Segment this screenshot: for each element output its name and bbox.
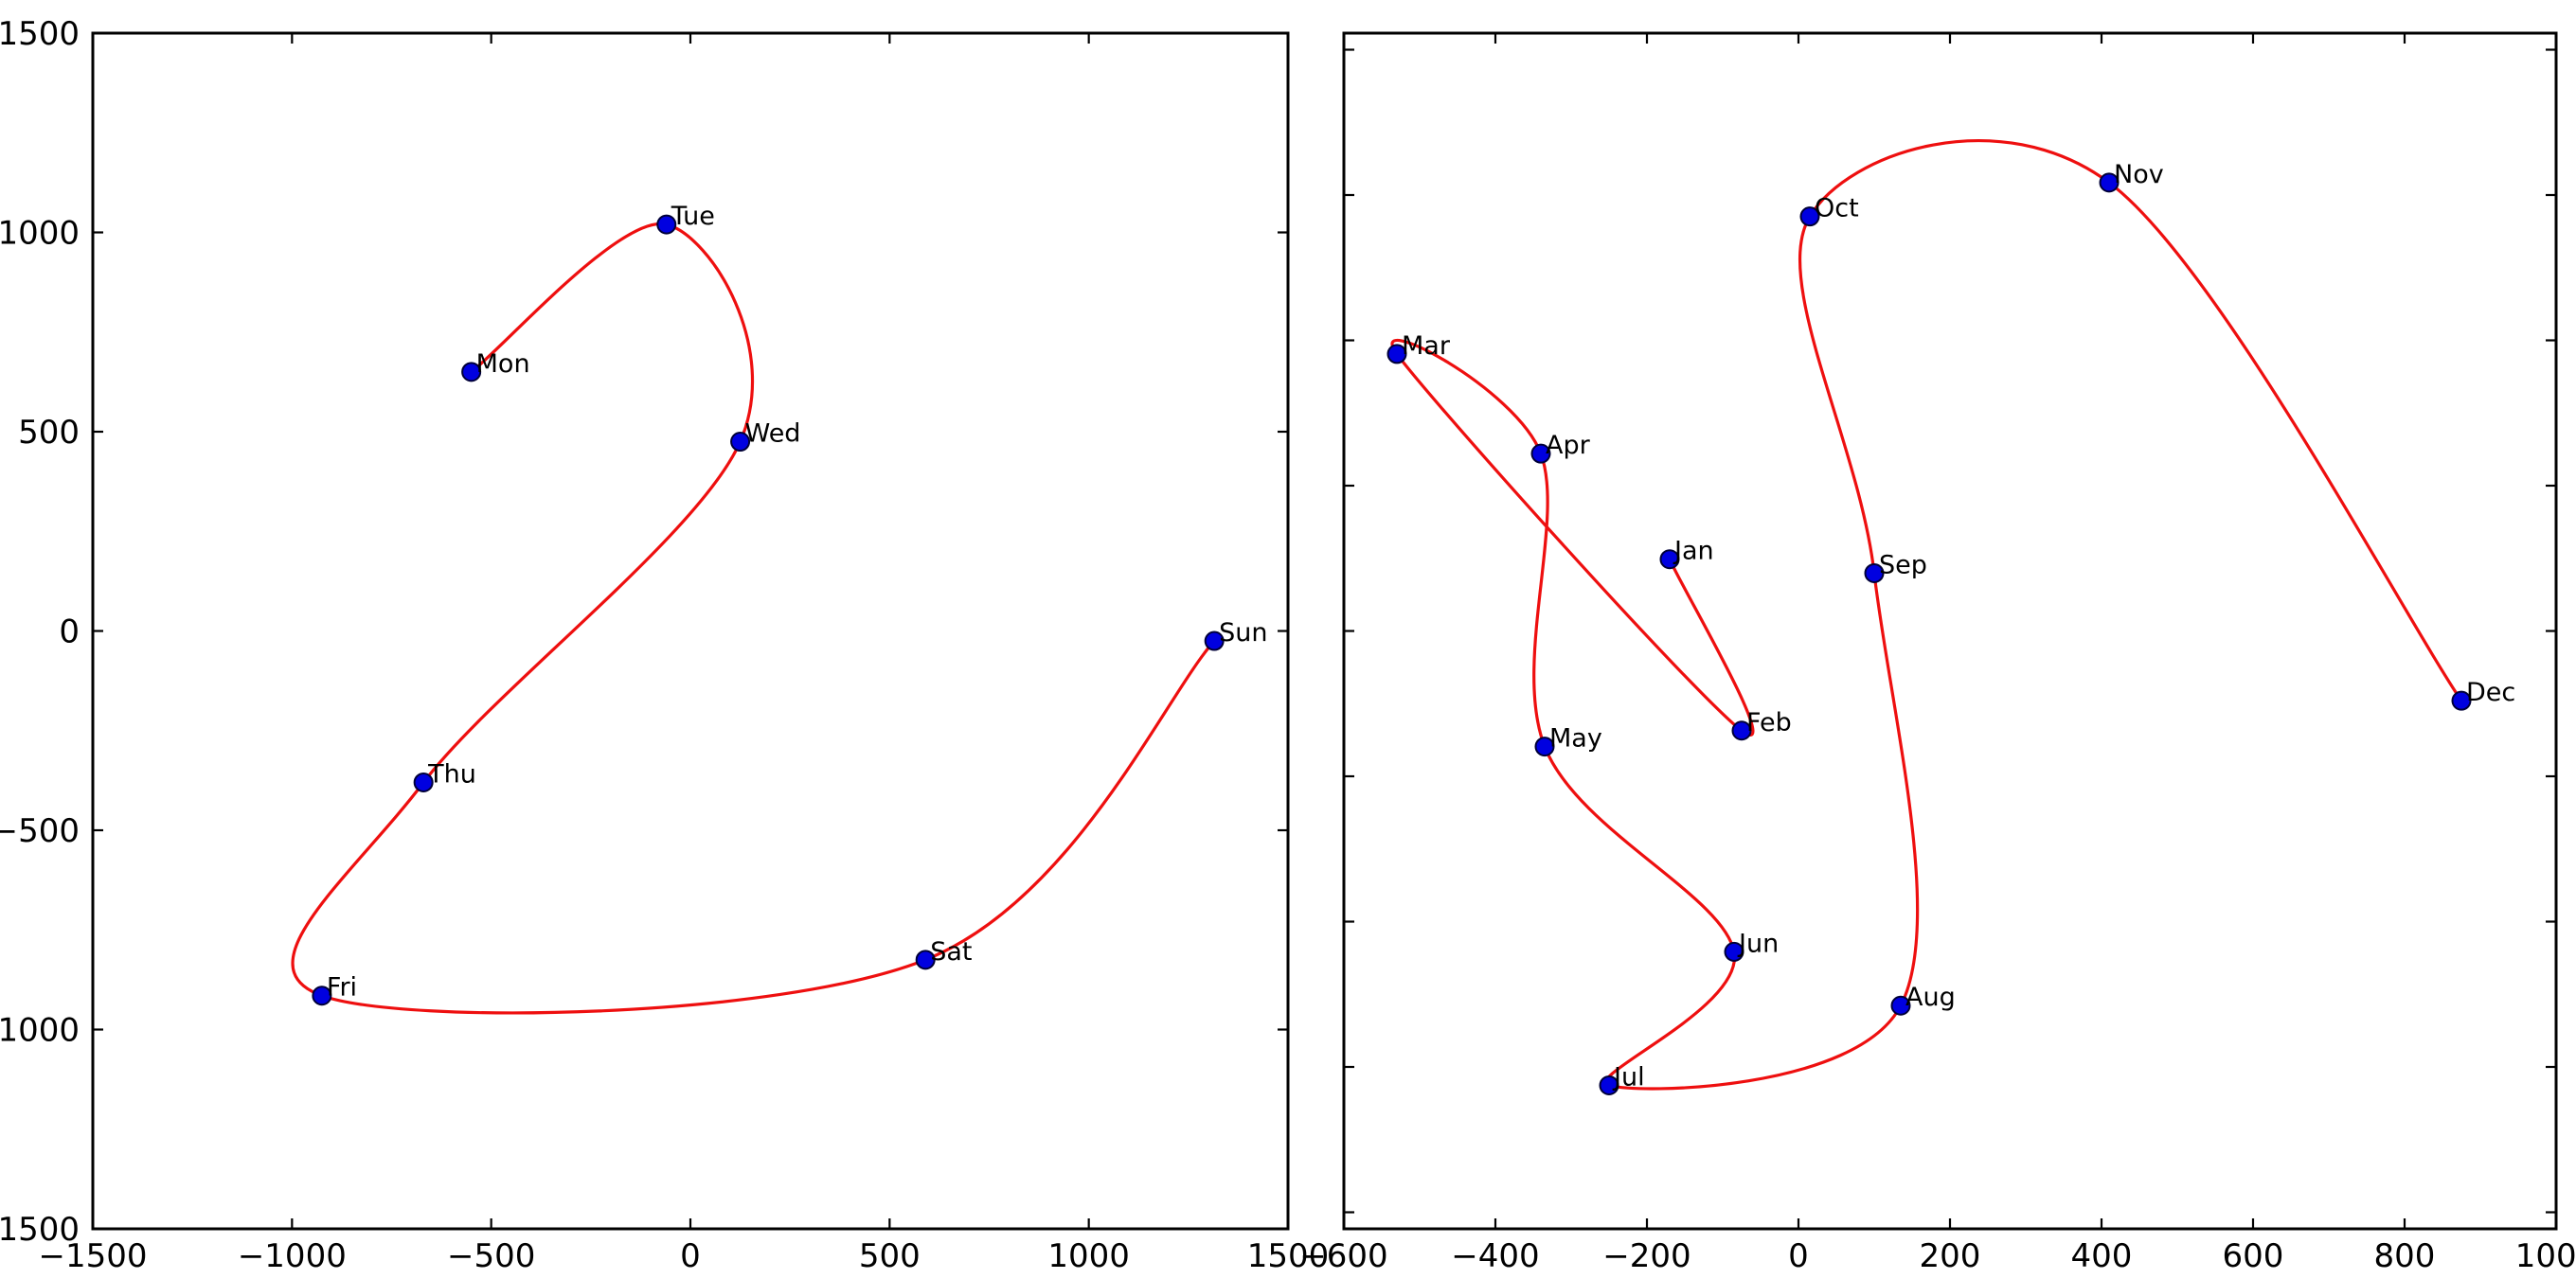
point-label: Fri (327, 973, 357, 1003)
data-point (656, 214, 677, 235)
x-tick-label: 0 (680, 1237, 701, 1275)
y-tick-label: 1000 (0, 215, 80, 253)
spline-curve (1390, 139, 2463, 1091)
point-label: Dec (2466, 678, 2515, 707)
y-tick-label: −500 (0, 812, 80, 850)
data-point (461, 362, 482, 382)
x-tick-label: 1500 (1247, 1237, 1330, 1275)
x-tick-label: 200 (1920, 1237, 1981, 1275)
data-point (1204, 631, 1225, 651)
point-label: Wed (745, 419, 801, 449)
x-tick-label: −500 (447, 1237, 535, 1275)
point-label: Mar (1402, 331, 1451, 361)
plot-border (91, 31, 1290, 1231)
data-point (730, 432, 751, 453)
spline-curve (291, 222, 1216, 1015)
data-point (1599, 1075, 1619, 1095)
y-tick-label: 500 (18, 414, 80, 452)
point-label: Mon (476, 349, 530, 379)
point-label: Sat (930, 937, 972, 967)
data-point (1659, 549, 1680, 570)
x-tick-label: 600 (2223, 1237, 2284, 1275)
data-point (1864, 562, 1885, 583)
y-tick-label: −1000 (0, 1012, 80, 1050)
point-label: Oct (1815, 194, 1859, 223)
plot-border (1342, 31, 2558, 1231)
point-label: Feb (1746, 708, 1792, 737)
x-tick-label: −1500 (38, 1237, 147, 1275)
y-tick-label: 0 (59, 613, 80, 651)
point-label: Sep (1879, 550, 1927, 579)
x-tick-label: 0 (1788, 1237, 1809, 1275)
weekdays-plot: −1500 −1000 −500 0 500 1000 1500 1500 1000 500 0 −5… (0, 15, 1329, 1275)
point-label: Nov (2114, 160, 2164, 189)
months-plot: −600 −400 −200 0 200 400 600 800 1000 Jan Feb Mar Ap… (1299, 31, 2576, 1275)
x-tick-label: −1000 (238, 1237, 347, 1275)
x-tick-label: 800 (2374, 1237, 2436, 1275)
x-tick-label: 500 (859, 1237, 921, 1275)
data-point (2099, 172, 2120, 193)
data-point (312, 986, 332, 1006)
data-point (1386, 344, 1407, 364)
point-label: Aug (1905, 983, 1956, 1012)
data-point (1534, 737, 1555, 757)
data-point (2451, 690, 2472, 711)
point-label: Jan (1673, 537, 1714, 566)
point-label: Thu (427, 759, 476, 789)
x-tick-label: −400 (1451, 1237, 1539, 1275)
x-tick-label: 1000 (1047, 1237, 1130, 1275)
x-tick-label: −200 (1602, 1237, 1690, 1275)
point-label: Sun (1219, 618, 1267, 648)
data-point (915, 950, 936, 970)
y-tick-label: 1500 (0, 15, 80, 53)
point-label: Tue (671, 202, 715, 231)
data-point (1799, 206, 1820, 227)
data-point (413, 772, 434, 792)
data-point (1724, 941, 1744, 962)
x-tick-label: −600 (1299, 1237, 1387, 1275)
point-label: May (1549, 724, 1602, 754)
point-label: Jul (1612, 1062, 1645, 1092)
point-label: Apr (1546, 431, 1591, 460)
point-label: Jun (1737, 929, 1779, 958)
data-point (1530, 443, 1551, 464)
y-tick-label: −1500 (0, 1211, 80, 1249)
x-tick-label: 400 (2071, 1237, 2133, 1275)
x-tick-label: 1000 (2515, 1237, 2576, 1275)
data-point (1731, 720, 1752, 741)
data-point (1890, 995, 1911, 1016)
